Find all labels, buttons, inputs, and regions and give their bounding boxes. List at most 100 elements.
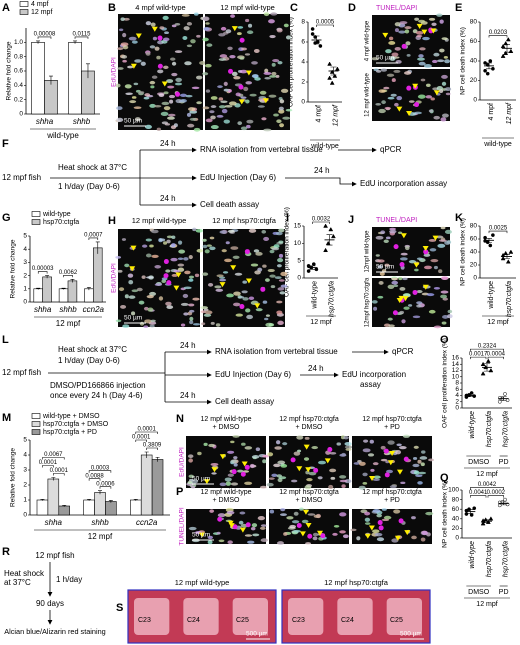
nucleus [422, 36, 430, 41]
arrowhead [398, 295, 405, 301]
arrowhead [422, 245, 429, 251]
point [488, 516, 494, 521]
group-label: wild-type [46, 131, 79, 140]
nucleus [389, 229, 397, 234]
bar [67, 280, 78, 303]
nucleus [433, 52, 440, 57]
panel-letter: F [2, 138, 9, 150]
nucleus [223, 88, 230, 92]
nucleus [171, 243, 176, 248]
nucleus [219, 278, 227, 282]
y-tick-label: 2 [301, 79, 305, 86]
nucleus [237, 121, 243, 126]
y-tick-label: 0 [23, 299, 27, 306]
nucleus [239, 69, 248, 74]
micrograph [372, 278, 450, 327]
flow-text: once every 24 h (Day 4-6) [50, 391, 143, 400]
nucleus [167, 113, 176, 117]
error-bar [330, 66, 337, 76]
nucleus [420, 537, 426, 542]
point [500, 53, 506, 58]
nucleus [394, 22, 401, 27]
nucleus [192, 297, 200, 301]
nucleus [405, 41, 411, 46]
nucleus [364, 511, 371, 516]
nucleus [218, 58, 227, 61]
flow-text: Alcian blue/Alizarin red staining [4, 627, 105, 636]
nucleus [277, 258, 284, 263]
nucleus [159, 26, 165, 30]
nucleus [205, 118, 213, 123]
y-tick-label: 3 [23, 259, 27, 266]
nucleus [149, 103, 156, 108]
nucleus [264, 317, 269, 321]
nucleus [341, 484, 346, 489]
p-value: 0.2324 [478, 344, 497, 350]
nucleus [358, 485, 366, 490]
nucleus [249, 93, 257, 97]
nucleus [124, 263, 130, 268]
y-tick-label: 5 [23, 437, 27, 444]
nucleus [328, 484, 334, 490]
stain-spot [245, 522, 251, 528]
y-tick-label: 0 [23, 512, 27, 519]
nucleus [233, 291, 241, 296]
y-tick-label: 20 [452, 525, 460, 532]
nucleus [398, 30, 406, 34]
flow-text: at 37°C [4, 578, 31, 587]
nucleus [312, 536, 318, 541]
point [488, 59, 493, 63]
nucleus [171, 273, 178, 277]
nucleus [214, 285, 222, 289]
error-bar [108, 500, 113, 503]
nucleus [171, 72, 178, 77]
point [332, 73, 338, 78]
bar [31, 42, 45, 115]
nucleus [245, 81, 252, 85]
stain-spot [238, 84, 244, 90]
nucleus [189, 117, 197, 121]
nucleus [115, 319, 122, 323]
arrowhead [238, 99, 245, 105]
bar [44, 80, 58, 115]
nucleus [282, 442, 288, 446]
nucleus [426, 293, 435, 297]
nucleus [239, 57, 245, 60]
nucleus [416, 304, 422, 308]
group-label: 12 mpf [56, 319, 81, 328]
nucleus [203, 442, 208, 446]
nucleus [375, 254, 380, 257]
legend-swatch [19, 1, 29, 7]
nucleus [219, 230, 227, 234]
nucleus [206, 43, 213, 47]
nucleus [228, 101, 237, 106]
nucleus [389, 56, 396, 61]
nucleus [414, 268, 419, 272]
nucleus [383, 515, 392, 520]
bar [33, 288, 43, 303]
nucleus [278, 228, 285, 233]
nucleus [371, 300, 378, 304]
arrowhead [389, 451, 396, 457]
nucleus [187, 454, 194, 459]
nucleus [134, 59, 142, 63]
nucleus [166, 305, 174, 310]
nucleus [157, 69, 164, 74]
nucleus [387, 96, 395, 100]
nucleus [140, 61, 146, 66]
image-title: + PD [384, 424, 400, 431]
nucleus [377, 259, 385, 263]
arrowhead [262, 98, 269, 104]
nucleus [150, 85, 155, 89]
nucleus [221, 108, 228, 114]
legend-label: 4 mpf [31, 1, 49, 8]
nucleus [447, 314, 453, 319]
nucleus [259, 526, 266, 530]
nucleus [239, 511, 246, 515]
nucleus [358, 461, 366, 466]
nucleus [188, 458, 193, 463]
y-tick-label: 0.4 [14, 82, 23, 89]
p-bracket [88, 478, 101, 481]
nucleus [170, 125, 177, 130]
panel-letter: K [455, 212, 463, 224]
